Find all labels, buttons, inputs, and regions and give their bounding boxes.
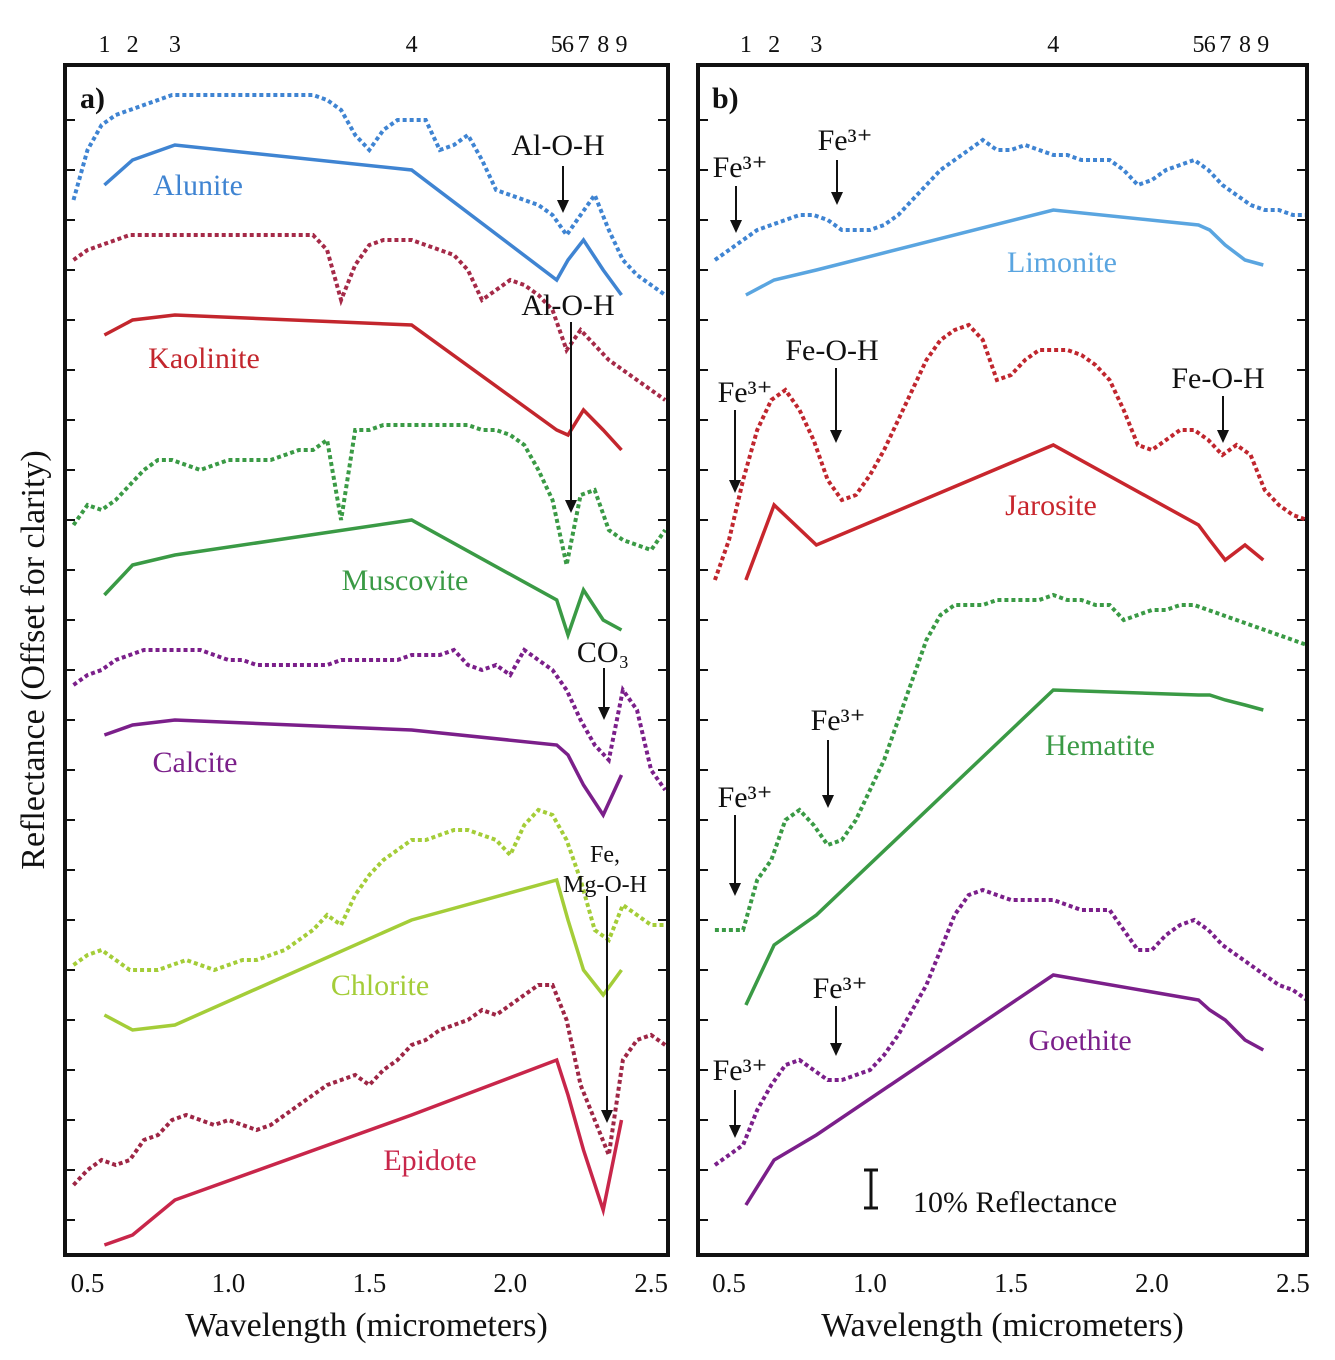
band-label: 6 (562, 32, 574, 58)
annotation-arrowhead (565, 500, 577, 513)
plot-area (713, 137, 1307, 1206)
annotation: Al-O-H (511, 129, 604, 162)
series-label: Muscovite (342, 564, 469, 597)
x-tick-label: 2.5 (1276, 1268, 1310, 1298)
band-spectrum (103, 143, 623, 297)
annotation: Fe³⁺ (713, 151, 768, 184)
band-label: 9 (616, 32, 628, 58)
series-label: Hematite (1045, 729, 1155, 762)
band-label: 5 (551, 32, 563, 58)
annotation: Fe³⁺ (718, 781, 773, 814)
band-spectrum (745, 208, 1264, 297)
series-label: Kaolinite (148, 342, 260, 375)
x-tick-label: 0.5 (71, 1268, 105, 1298)
lab-spectrum (71, 423, 667, 566)
band-label: 3 (169, 32, 181, 58)
annotation-arrowhead (830, 1043, 842, 1056)
plot-area (71, 93, 667, 1247)
annotation-arrowhead (822, 795, 834, 808)
band-label: 8 (597, 32, 609, 58)
annotation-arrowhead (601, 1110, 613, 1123)
band-label: 9 (1257, 32, 1269, 58)
x-axis-title: Wavelength (micrometers) (185, 1307, 548, 1344)
x-tick-label: 2.0 (1135, 1268, 1169, 1298)
lab-spectrum (72, 807, 666, 973)
x-tick-label: 1.0 (853, 1268, 887, 1298)
x-tick-label: 2.5 (634, 1268, 668, 1298)
band-label: 8 (1239, 32, 1251, 58)
annotation: Fe³⁺ (813, 972, 868, 1005)
lab-spectrum (713, 137, 1307, 262)
band-label: 2 (127, 32, 139, 58)
panel-label: b) (712, 82, 739, 115)
y-axis-title: Reflectance (Offset for clarity) (15, 450, 52, 869)
annotation-arrowhead (830, 430, 842, 443)
series-label: Chlorite (331, 969, 429, 1002)
band-label: 4 (406, 32, 418, 58)
scale-bar (864, 1168, 878, 1210)
band-spectrum (103, 313, 623, 452)
band-spectrum (103, 518, 623, 641)
band-label: 4 (1047, 32, 1059, 58)
annotation: Fe³⁺ (818, 124, 873, 157)
plot-frame (63, 63, 670, 1257)
lab-spectrum (72, 983, 667, 1187)
annotation-arrowhead (557, 200, 569, 213)
band-label: 6 (1204, 32, 1216, 58)
annotation-arrowhead (831, 192, 843, 205)
band-label: 1 (740, 32, 752, 58)
annotation-arrowhead (598, 707, 610, 720)
annotation: Mg-O-H (563, 872, 647, 898)
series-label: Limonite (1007, 246, 1117, 279)
band-spectrum (103, 1057, 624, 1247)
series-label: Goethite (1028, 1024, 1131, 1057)
annotation-arrowhead (729, 1125, 741, 1138)
x-tick-label: 1.5 (352, 1268, 386, 1298)
lab-spectrum (72, 647, 667, 792)
annotation: Fe-O-H (1171, 362, 1264, 395)
series-label: Calcite (153, 746, 238, 779)
annotation: Fe³⁺ (713, 1054, 768, 1087)
annotation: Al-O-H (521, 289, 614, 322)
annotation: Fe-O-H (785, 334, 878, 367)
series-label: Alunite (153, 169, 243, 202)
annotation: Fe³⁺ (718, 376, 773, 409)
band-label: 7 (1219, 32, 1231, 58)
x-tick-label: 2.0 (493, 1268, 527, 1298)
band-label: 5 (1192, 32, 1204, 58)
lab-spectrum (713, 887, 1307, 1167)
band-label: 2 (768, 32, 780, 58)
lab-spectrum (713, 322, 1307, 581)
scale-bar-label: 10% Reflectance (913, 1186, 1117, 1219)
panel-label: a) (80, 82, 105, 115)
annotation-arrowhead (1217, 430, 1229, 443)
band-spectrum (103, 718, 624, 819)
band-spectrum (744, 688, 1264, 1006)
lab-spectrum (714, 592, 1307, 932)
annotation: Fe, (590, 842, 620, 868)
annotation: CO₃ (577, 636, 629, 669)
annotation-arrowhead (730, 220, 742, 233)
annotation: Fe³⁺ (811, 704, 866, 737)
lab-spectrum (72, 233, 667, 402)
x-tick-label: 1.5 (994, 1268, 1028, 1298)
band-spectrum (744, 973, 1265, 1206)
band-spectrum (744, 443, 1265, 581)
band-label: 7 (577, 32, 589, 58)
band-label: 1 (98, 32, 110, 58)
band-spectrum (103, 877, 623, 1032)
series-label: Epidote (383, 1144, 476, 1177)
annotation-arrowhead (729, 883, 741, 896)
annotation-arrowhead (729, 480, 741, 493)
band-label: 3 (810, 32, 822, 58)
x-tick-label: 0.5 (712, 1268, 746, 1298)
x-axis-title: Wavelength (micrometers) (821, 1307, 1184, 1344)
x-tick-label: 1.0 (212, 1268, 246, 1298)
lab-spectrum (71, 93, 667, 297)
series-label: Jarosite (1005, 489, 1097, 522)
plot-frame (696, 63, 1309, 1257)
